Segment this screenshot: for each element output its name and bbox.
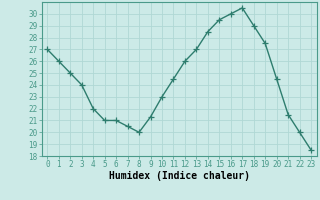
X-axis label: Humidex (Indice chaleur): Humidex (Indice chaleur) [109,171,250,181]
